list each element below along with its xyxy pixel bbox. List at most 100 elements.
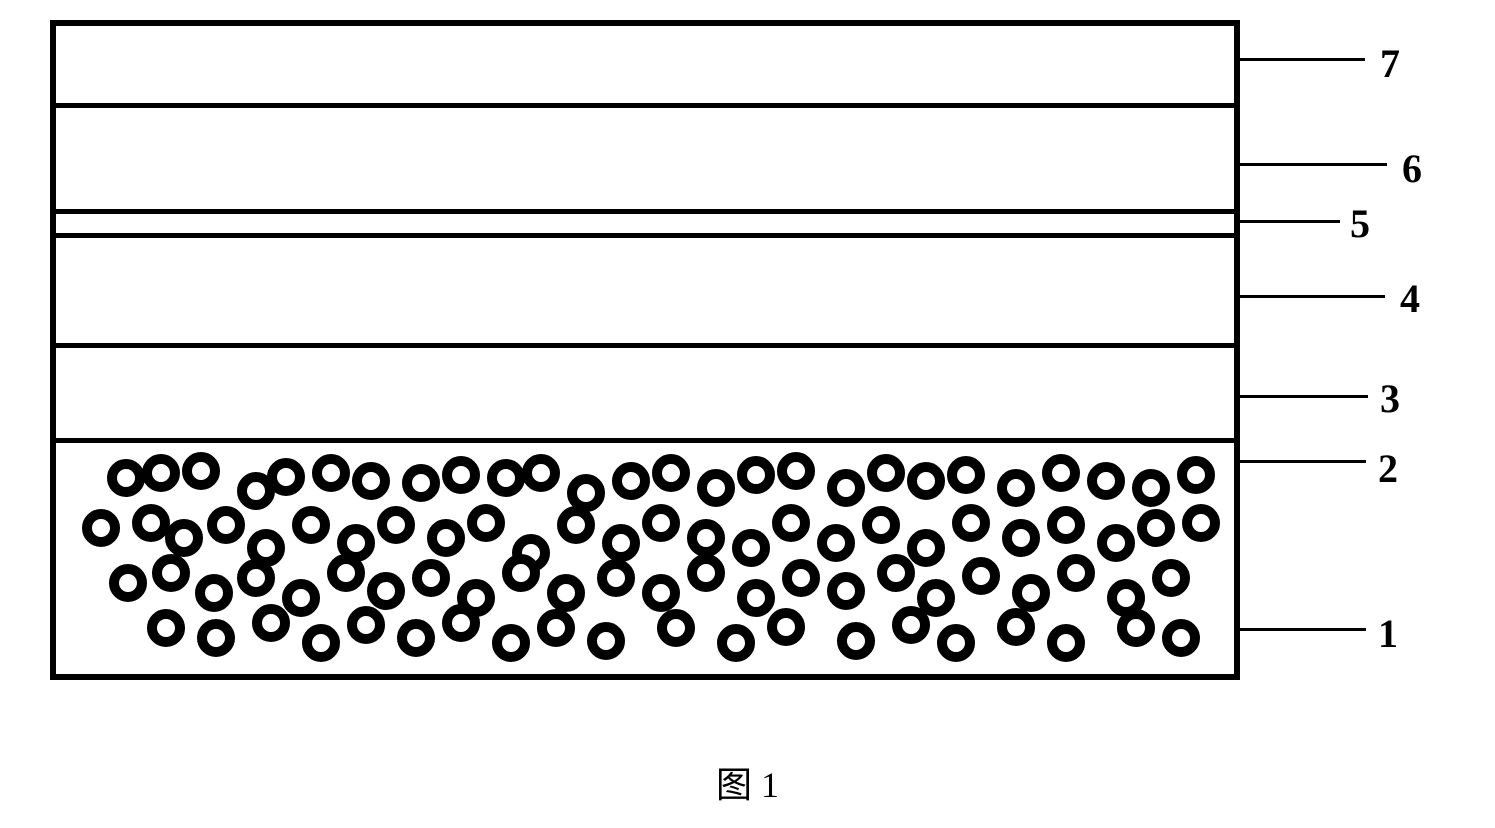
particle-circle bbox=[692, 559, 720, 587]
particle-circle bbox=[1007, 524, 1035, 552]
particle-circle bbox=[562, 511, 590, 539]
particle-circle bbox=[1157, 564, 1185, 592]
particle-circle bbox=[472, 509, 500, 537]
particle-circle bbox=[332, 559, 360, 587]
particle-circle bbox=[772, 613, 800, 641]
leader-line-2 bbox=[1240, 460, 1366, 463]
particle-circle bbox=[297, 511, 325, 539]
layer-7 bbox=[56, 26, 1234, 108]
particle-circle bbox=[1137, 474, 1165, 502]
figure-caption: 图 1 bbox=[716, 756, 779, 808]
particle-circle bbox=[607, 529, 635, 557]
particle-circle bbox=[447, 609, 475, 637]
layer-diagram bbox=[50, 20, 1240, 680]
particle-circle bbox=[872, 459, 900, 487]
particle-circle bbox=[202, 624, 230, 652]
particle-circle bbox=[252, 534, 280, 562]
particle-circle bbox=[832, 474, 860, 502]
particle-circle bbox=[272, 463, 300, 491]
particle-circle bbox=[147, 459, 175, 487]
layer-label-1: 1 bbox=[1378, 610, 1398, 657]
particle-circle bbox=[842, 627, 870, 655]
particle-circle bbox=[742, 461, 770, 489]
particle-circle bbox=[922, 584, 950, 612]
particle-circle bbox=[617, 467, 645, 495]
particle-circle bbox=[1102, 529, 1130, 557]
particle-circle bbox=[357, 467, 385, 495]
layer-3 bbox=[56, 348, 1234, 443]
particle-circle bbox=[112, 464, 140, 492]
particle-circle bbox=[187, 457, 215, 485]
particle-circle bbox=[867, 511, 895, 539]
particle-circle bbox=[692, 524, 720, 552]
particle-circle bbox=[137, 509, 165, 537]
particle-circle bbox=[212, 511, 240, 539]
particle-circle bbox=[1052, 629, 1080, 657]
leader-line-5 bbox=[1240, 220, 1340, 223]
layer-5 bbox=[56, 214, 1234, 238]
particle-circle bbox=[1002, 613, 1030, 641]
layer-4 bbox=[56, 238, 1234, 348]
particle-circle bbox=[1047, 459, 1075, 487]
particle-circle bbox=[1062, 559, 1090, 587]
particle-circle bbox=[702, 474, 730, 502]
particle-circle bbox=[647, 579, 675, 607]
layer-label-5: 5 bbox=[1350, 200, 1370, 247]
leader-line-3 bbox=[1240, 395, 1368, 398]
particle-circle bbox=[1017, 579, 1045, 607]
particle-circle bbox=[552, 579, 580, 607]
particle-circle bbox=[372, 577, 400, 605]
particle-circle bbox=[787, 564, 815, 592]
layer-label-2: 2 bbox=[1378, 445, 1398, 492]
particle-circle bbox=[152, 614, 180, 642]
particle-circle bbox=[417, 564, 445, 592]
particle-circle bbox=[737, 534, 765, 562]
particle-circle bbox=[307, 629, 335, 657]
particle-circle bbox=[957, 509, 985, 537]
layer-label-6: 6 bbox=[1402, 145, 1422, 192]
particle-circle bbox=[952, 461, 980, 489]
layer-label-3: 3 bbox=[1380, 375, 1400, 422]
particle-circle bbox=[722, 629, 750, 657]
particle-circle bbox=[602, 564, 630, 592]
particle-circle bbox=[1187, 509, 1215, 537]
particle-circle bbox=[662, 614, 690, 642]
particle-circle bbox=[592, 627, 620, 655]
particle-circle bbox=[777, 509, 805, 537]
particle-circle bbox=[492, 464, 520, 492]
particle-circle bbox=[257, 609, 285, 637]
particle-circle bbox=[572, 479, 600, 507]
particle-circle bbox=[967, 562, 995, 590]
particle-circle bbox=[942, 629, 970, 657]
particle-circle bbox=[647, 509, 675, 537]
particle-circle bbox=[432, 524, 460, 552]
particle-circle bbox=[382, 511, 410, 539]
particle-circle bbox=[542, 614, 570, 642]
layer-6 bbox=[56, 108, 1234, 214]
leader-line-1 bbox=[1240, 628, 1366, 631]
particle-circle bbox=[1092, 467, 1120, 495]
particle-circle bbox=[317, 459, 345, 487]
particle-circle bbox=[447, 461, 475, 489]
particle-circle bbox=[170, 524, 198, 552]
particle-circle bbox=[242, 564, 270, 592]
particle-circle bbox=[742, 584, 770, 612]
leader-line-7 bbox=[1240, 58, 1365, 61]
particle-circle bbox=[912, 534, 940, 562]
particle-circle bbox=[200, 579, 228, 607]
particle-circle bbox=[507, 559, 535, 587]
particle-circle bbox=[1182, 461, 1210, 489]
particle-circle bbox=[114, 569, 142, 597]
particle-circle bbox=[527, 459, 555, 487]
particle-circle bbox=[782, 457, 810, 485]
particle-circle bbox=[1122, 614, 1150, 642]
particle-circle bbox=[497, 629, 525, 657]
particle-circle bbox=[407, 469, 435, 497]
leader-line-4 bbox=[1240, 295, 1385, 298]
particle-circle bbox=[242, 477, 270, 505]
particle-circle bbox=[1052, 511, 1080, 539]
leader-line-6 bbox=[1240, 163, 1387, 166]
particle-circle bbox=[882, 559, 910, 587]
particle-circle bbox=[822, 529, 850, 557]
particle-circle bbox=[1112, 584, 1140, 612]
